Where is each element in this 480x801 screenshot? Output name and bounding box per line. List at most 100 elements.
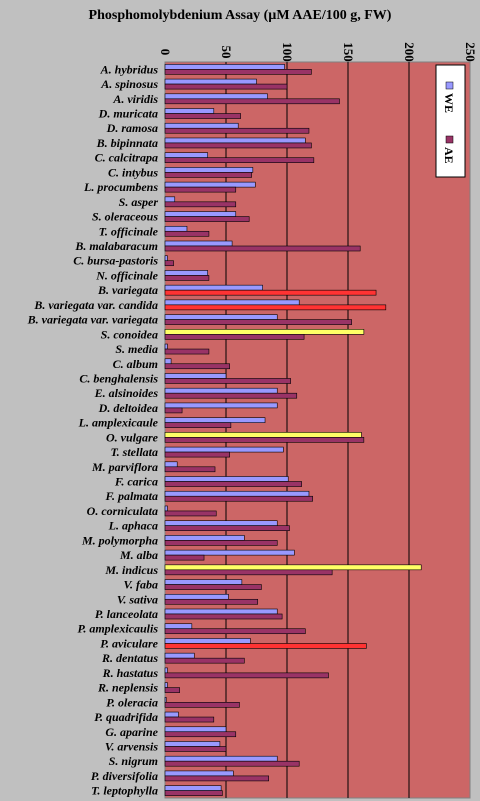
category-label: T. officinale: [99, 224, 159, 238]
category-label: M. indicus: [104, 563, 158, 577]
category-label: V. sativa: [117, 592, 158, 606]
category-label: P. lanceolata: [95, 607, 158, 621]
category-label: D. deltoidea: [98, 401, 158, 415]
category-label: V. faba: [124, 578, 158, 592]
legend-label-ae: AE: [442, 147, 456, 164]
bar-ae: [164, 451, 230, 458]
bar-we: [164, 78, 257, 85]
bar-we: [164, 608, 278, 615]
bar-we: [164, 697, 167, 703]
category-label: M. polymorpha: [81, 533, 158, 547]
bar-ae: [164, 304, 387, 311]
legend-swatch-we: [445, 81, 454, 90]
bar-ae: [164, 510, 217, 517]
category-label: P. oleracia: [106, 695, 158, 709]
bar-we: [164, 270, 209, 276]
category-label: P. diversifolia: [91, 769, 158, 783]
bar-we: [164, 167, 254, 173]
category-label: B. bipinnata: [96, 136, 158, 150]
bar-ae: [164, 746, 227, 752]
bar-ae: [164, 83, 288, 90]
category-label: N. officinale: [95, 268, 158, 282]
x-tick-label: 50: [219, 46, 234, 59]
bar-ae: [164, 628, 306, 635]
category-label: C. benghalensis: [79, 371, 158, 385]
category-label: S. oleraceous: [92, 210, 158, 224]
bar-ae: [164, 186, 237, 193]
bar-ae: [164, 392, 298, 399]
x-axis-ticks: 0 50 100 150 200 250: [158, 42, 478, 62]
bars: [164, 64, 422, 796]
bar-we: [164, 240, 233, 247]
category-label: D. muricata: [98, 107, 158, 121]
bar-we: [164, 417, 266, 423]
bar-ae: [164, 378, 291, 384]
category-label: A. spinosus: [100, 77, 158, 91]
bar-ae: [164, 275, 210, 281]
x-tick-label: 150: [341, 42, 356, 62]
bar-we: [164, 122, 239, 129]
category-label: R. neplensis: [97, 681, 158, 695]
bar-we: [164, 387, 278, 394]
bar-ae: [164, 172, 252, 178]
category-label: G. aparine: [105, 725, 158, 739]
category-label: S. media: [115, 342, 158, 356]
bar-we: [164, 667, 168, 674]
bar-we: [164, 255, 168, 262]
category-label: A. hybridus: [100, 62, 159, 76]
bar-ae: [164, 407, 183, 414]
category-label: O. corniculata: [87, 504, 158, 518]
bar-ae: [164, 216, 250, 222]
bar-we: [164, 726, 227, 733]
bar-we: [164, 93, 268, 100]
bar-ae: [164, 201, 237, 208]
bar-ae: [164, 363, 230, 370]
bar-we: [164, 682, 168, 688]
bar-ae: [164, 113, 241, 119]
bar-ae: [164, 525, 290, 531]
bar-ae: [164, 481, 302, 487]
bar-ae: [164, 687, 180, 693]
bar-we: [164, 579, 243, 585]
category-label: B. variegata var. variegata: [27, 313, 158, 327]
bar-we: [164, 196, 176, 203]
bar-ae: [164, 613, 283, 620]
bar-we: [164, 490, 310, 497]
bar-we: [164, 181, 256, 188]
bar-we: [164, 446, 284, 453]
category-label: P. amplexicaulis: [78, 622, 159, 636]
bar-ae: [164, 657, 245, 664]
category-label: T. leptophylla: [91, 784, 158, 798]
bar-we: [164, 593, 229, 600]
bar-ae: [164, 790, 223, 796]
bar-we: [164, 329, 365, 335]
bar-ae: [164, 422, 232, 428]
bar-we: [164, 402, 278, 409]
bar-we: [164, 343, 168, 350]
bar-we: [164, 638, 251, 644]
bar-we: [164, 564, 422, 571]
category-label: M. parviflora: [91, 460, 158, 474]
bar-we: [164, 108, 215, 114]
bar-ae: [164, 98, 340, 105]
bar-ae: [164, 142, 312, 149]
bar-we: [164, 505, 168, 512]
bar-we: [164, 770, 234, 777]
bar-ae: [164, 334, 305, 340]
bar-ae: [164, 260, 174, 267]
bar-ae: [164, 540, 278, 546]
legend: WE AE: [435, 64, 466, 178]
category-label: B. malabaracum: [74, 239, 158, 253]
category-label: L. amplexicaule: [78, 416, 159, 430]
bar-we: [164, 284, 263, 291]
bar-we: [164, 137, 306, 144]
bar-we: [164, 461, 178, 468]
chart-title: Phosphomolybdenium Assay (µM AAE/100 g, …: [88, 8, 392, 23]
bar-ae: [164, 289, 377, 296]
category-label: C. album: [113, 357, 158, 371]
bar-we: [164, 652, 195, 659]
bar-ae: [164, 157, 315, 163]
category-label: A. viridis: [112, 92, 158, 106]
bar-ae: [164, 245, 361, 252]
